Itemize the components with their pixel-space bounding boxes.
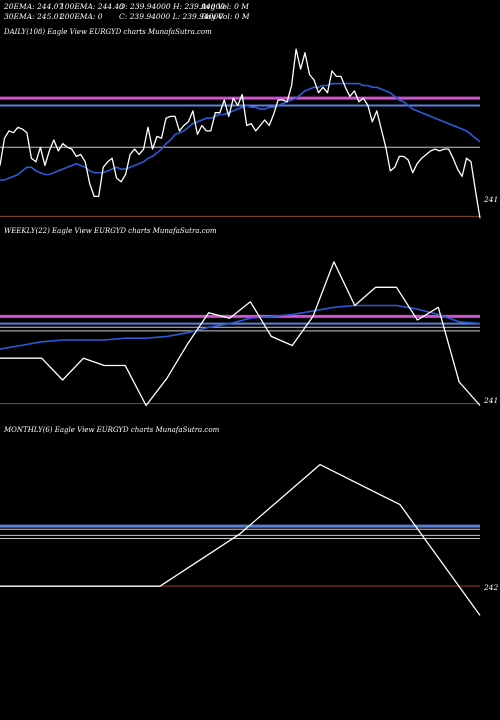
price-line xyxy=(0,48,481,219)
daily-series xyxy=(0,48,481,219)
monthly-panel: MONTHLY(6) Eagle View EURGYD charts Muna… xyxy=(0,426,499,616)
weekly-series xyxy=(0,261,481,407)
header: 20EMA: 244.07 100EMA: 244.43 O: 239.9400… xyxy=(3,2,250,21)
price-line xyxy=(0,261,481,407)
daily-panel-title: DAILY(108) Eagle View EURGYD charts Muna… xyxy=(3,28,212,36)
ema20-readout: 20EMA: 244.07 xyxy=(3,2,63,11)
weekly-bands xyxy=(0,314,480,405)
day-vol-readout: Day Vol: 0 M xyxy=(200,12,250,21)
daily-panel: DAILY(108) Eagle View EURGYD charts Muna… xyxy=(0,28,498,219)
weekly-panel-title: WEEKLY(22) Eagle View EURGYD charts Muna… xyxy=(4,227,217,235)
close-low-readout: C: 239.94000 L: 239.94000 xyxy=(119,12,223,21)
ema30-readout: 30EMA: 245.01 xyxy=(4,12,63,21)
weekly-panel: WEEKLY(22) Eagle View EURGYD charts Muna… xyxy=(0,227,498,407)
ema-line xyxy=(0,304,481,350)
ema100-readout: 100EMA: 244.43 xyxy=(60,2,124,11)
price-line xyxy=(0,463,481,616)
daily-bands xyxy=(0,96,480,217)
ema-line xyxy=(0,82,481,181)
monthly-panel-title: MONTHLY(6) Eagle View EURGYD charts Muna… xyxy=(3,426,220,434)
weekly-price-label: 241 xyxy=(483,396,498,405)
avg-vol-readout: Avg Vol: 0 M xyxy=(200,2,249,11)
daily-price-label: 241 xyxy=(483,195,498,204)
monthly-price-label: 242 xyxy=(483,583,499,592)
open-high-readout: O: 239.94000 H: 239.94000 xyxy=(119,2,225,11)
ema200-readout: 200EMA: 0 xyxy=(59,12,103,21)
monthly-series xyxy=(0,463,481,616)
